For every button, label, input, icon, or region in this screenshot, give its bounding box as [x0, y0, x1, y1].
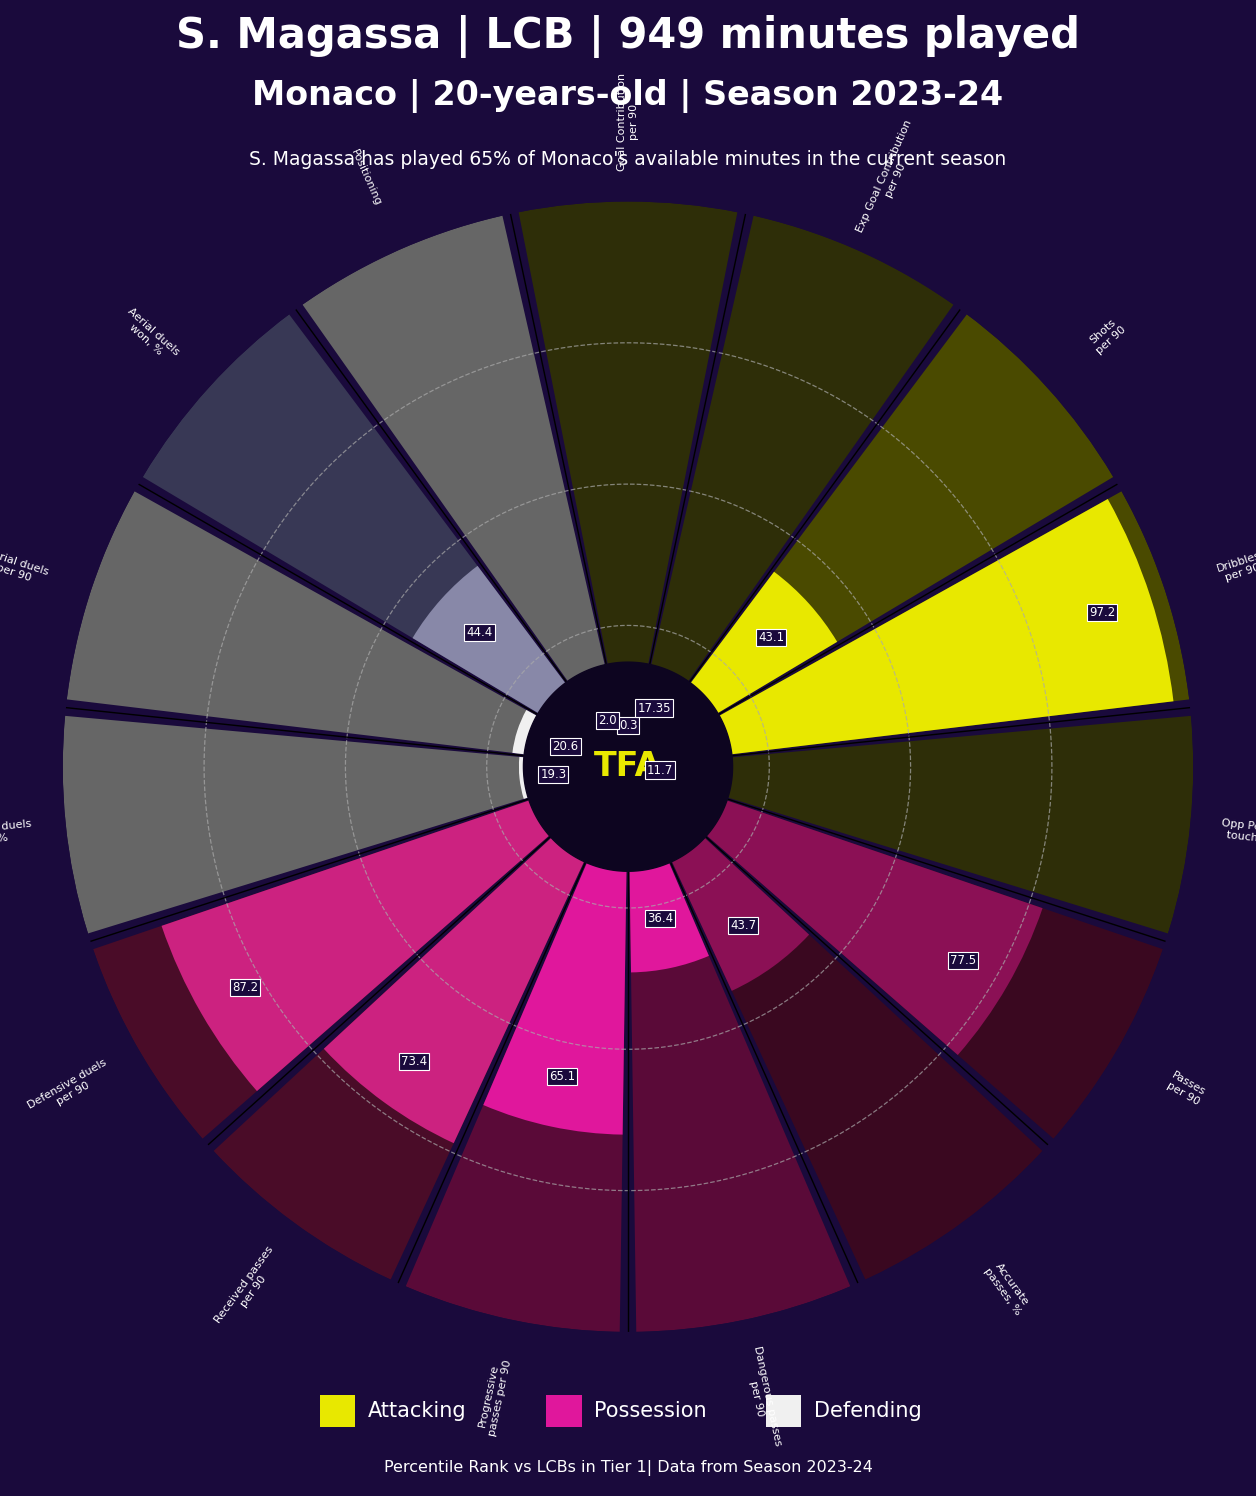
Text: S. Magassa | LCB | 949 minutes played: S. Magassa | LCB | 949 minutes played [176, 15, 1080, 58]
Bar [519, 757, 628, 799]
Text: Aerial duels
per 90: Aerial duels per 90 [0, 548, 50, 588]
Bar [484, 766, 628, 1134]
Bar [93, 766, 628, 1138]
Text: Shots
per 90: Shots per 90 [1086, 316, 1128, 356]
Text: Percentile Rank vs LCBs in Tier 1| Data from Season 2023-24: Percentile Rank vs LCBs in Tier 1| Data … [383, 1460, 873, 1477]
Bar [622, 755, 628, 766]
Text: 73.4: 73.4 [401, 1055, 427, 1068]
Bar [628, 766, 1042, 1055]
Text: 0.3: 0.3 [619, 720, 637, 732]
Bar [628, 766, 809, 990]
Bar [406, 766, 628, 1331]
Text: Progressive
passes per 90: Progressive passes per 90 [476, 1357, 512, 1438]
Text: TFA: TFA [594, 749, 662, 784]
Bar [766, 1396, 801, 1427]
Text: Passes
per 90: Passes per 90 [1164, 1070, 1207, 1107]
Bar [143, 314, 628, 766]
Text: 20.6: 20.6 [553, 741, 579, 752]
Bar [628, 766, 850, 1331]
Bar [628, 500, 1173, 766]
Bar [324, 766, 628, 1143]
Text: Accurate
passes, %: Accurate passes, % [982, 1260, 1032, 1316]
Text: 65.1: 65.1 [549, 1070, 575, 1083]
Bar [628, 766, 1042, 1279]
Bar [628, 215, 953, 766]
Polygon shape [524, 663, 732, 871]
Bar [63, 717, 628, 934]
Text: Dangerous passes
per 90: Dangerous passes per 90 [741, 1345, 784, 1450]
Text: 19.3: 19.3 [540, 767, 566, 781]
Text: Opp Penalty area
touches per 90: Opp Penalty area touches per 90 [1220, 818, 1256, 850]
Bar [303, 215, 628, 766]
Text: 11.7: 11.7 [647, 763, 673, 776]
Bar [628, 717, 1193, 934]
Text: 17.35: 17.35 [637, 702, 671, 715]
Bar [320, 1396, 355, 1427]
Text: Defending: Defending [814, 1402, 922, 1421]
Text: 97.2: 97.2 [1089, 606, 1115, 619]
Text: Exp Goal Contribution
per 90: Exp Goal Contribution per 90 [855, 118, 924, 238]
Text: 87.2: 87.2 [232, 981, 259, 995]
Text: Positioning: Positioning [349, 148, 383, 208]
Bar [162, 766, 628, 1091]
Bar [519, 202, 737, 766]
Text: Dribbles
per 90: Dribbles per 90 [1216, 551, 1256, 585]
Text: 43.1: 43.1 [759, 631, 784, 645]
Text: Goal Contribution
per 90: Goal Contribution per 90 [617, 73, 639, 172]
Bar [628, 766, 708, 972]
Bar [628, 571, 838, 766]
Text: Aerial duels
won, %: Aerial duels won, % [118, 305, 181, 365]
Bar [412, 565, 628, 766]
Text: 43.7: 43.7 [730, 919, 756, 932]
Text: Attacking: Attacking [368, 1402, 467, 1421]
Text: Monaco | 20-years-old | Season 2023-24: Monaco | 20-years-old | Season 2023-24 [252, 78, 1004, 112]
Bar [512, 711, 628, 766]
Text: S. Magassa has played 65% of Monaco's available minutes in the current season: S. Magassa has played 65% of Monaco's av… [250, 150, 1006, 169]
Bar [628, 672, 685, 766]
Bar [628, 314, 1113, 766]
Bar [546, 1396, 582, 1427]
Text: 2.0: 2.0 [598, 714, 617, 727]
Bar [628, 766, 1163, 1138]
Text: Defensive duels
won, %: Defensive duels won, % [0, 818, 33, 850]
Text: Received passes
per 90: Received passes per 90 [214, 1245, 285, 1331]
Text: 77.5: 77.5 [951, 954, 976, 966]
Bar [214, 766, 628, 1279]
Bar [628, 491, 1189, 766]
Text: Defensive duels
per 90: Defensive duels per 90 [26, 1058, 114, 1121]
Text: 44.4: 44.4 [466, 627, 492, 639]
Text: 36.4: 36.4 [647, 911, 673, 925]
Bar [67, 491, 628, 766]
Text: Possession: Possession [594, 1402, 707, 1421]
Bar [628, 761, 695, 787]
